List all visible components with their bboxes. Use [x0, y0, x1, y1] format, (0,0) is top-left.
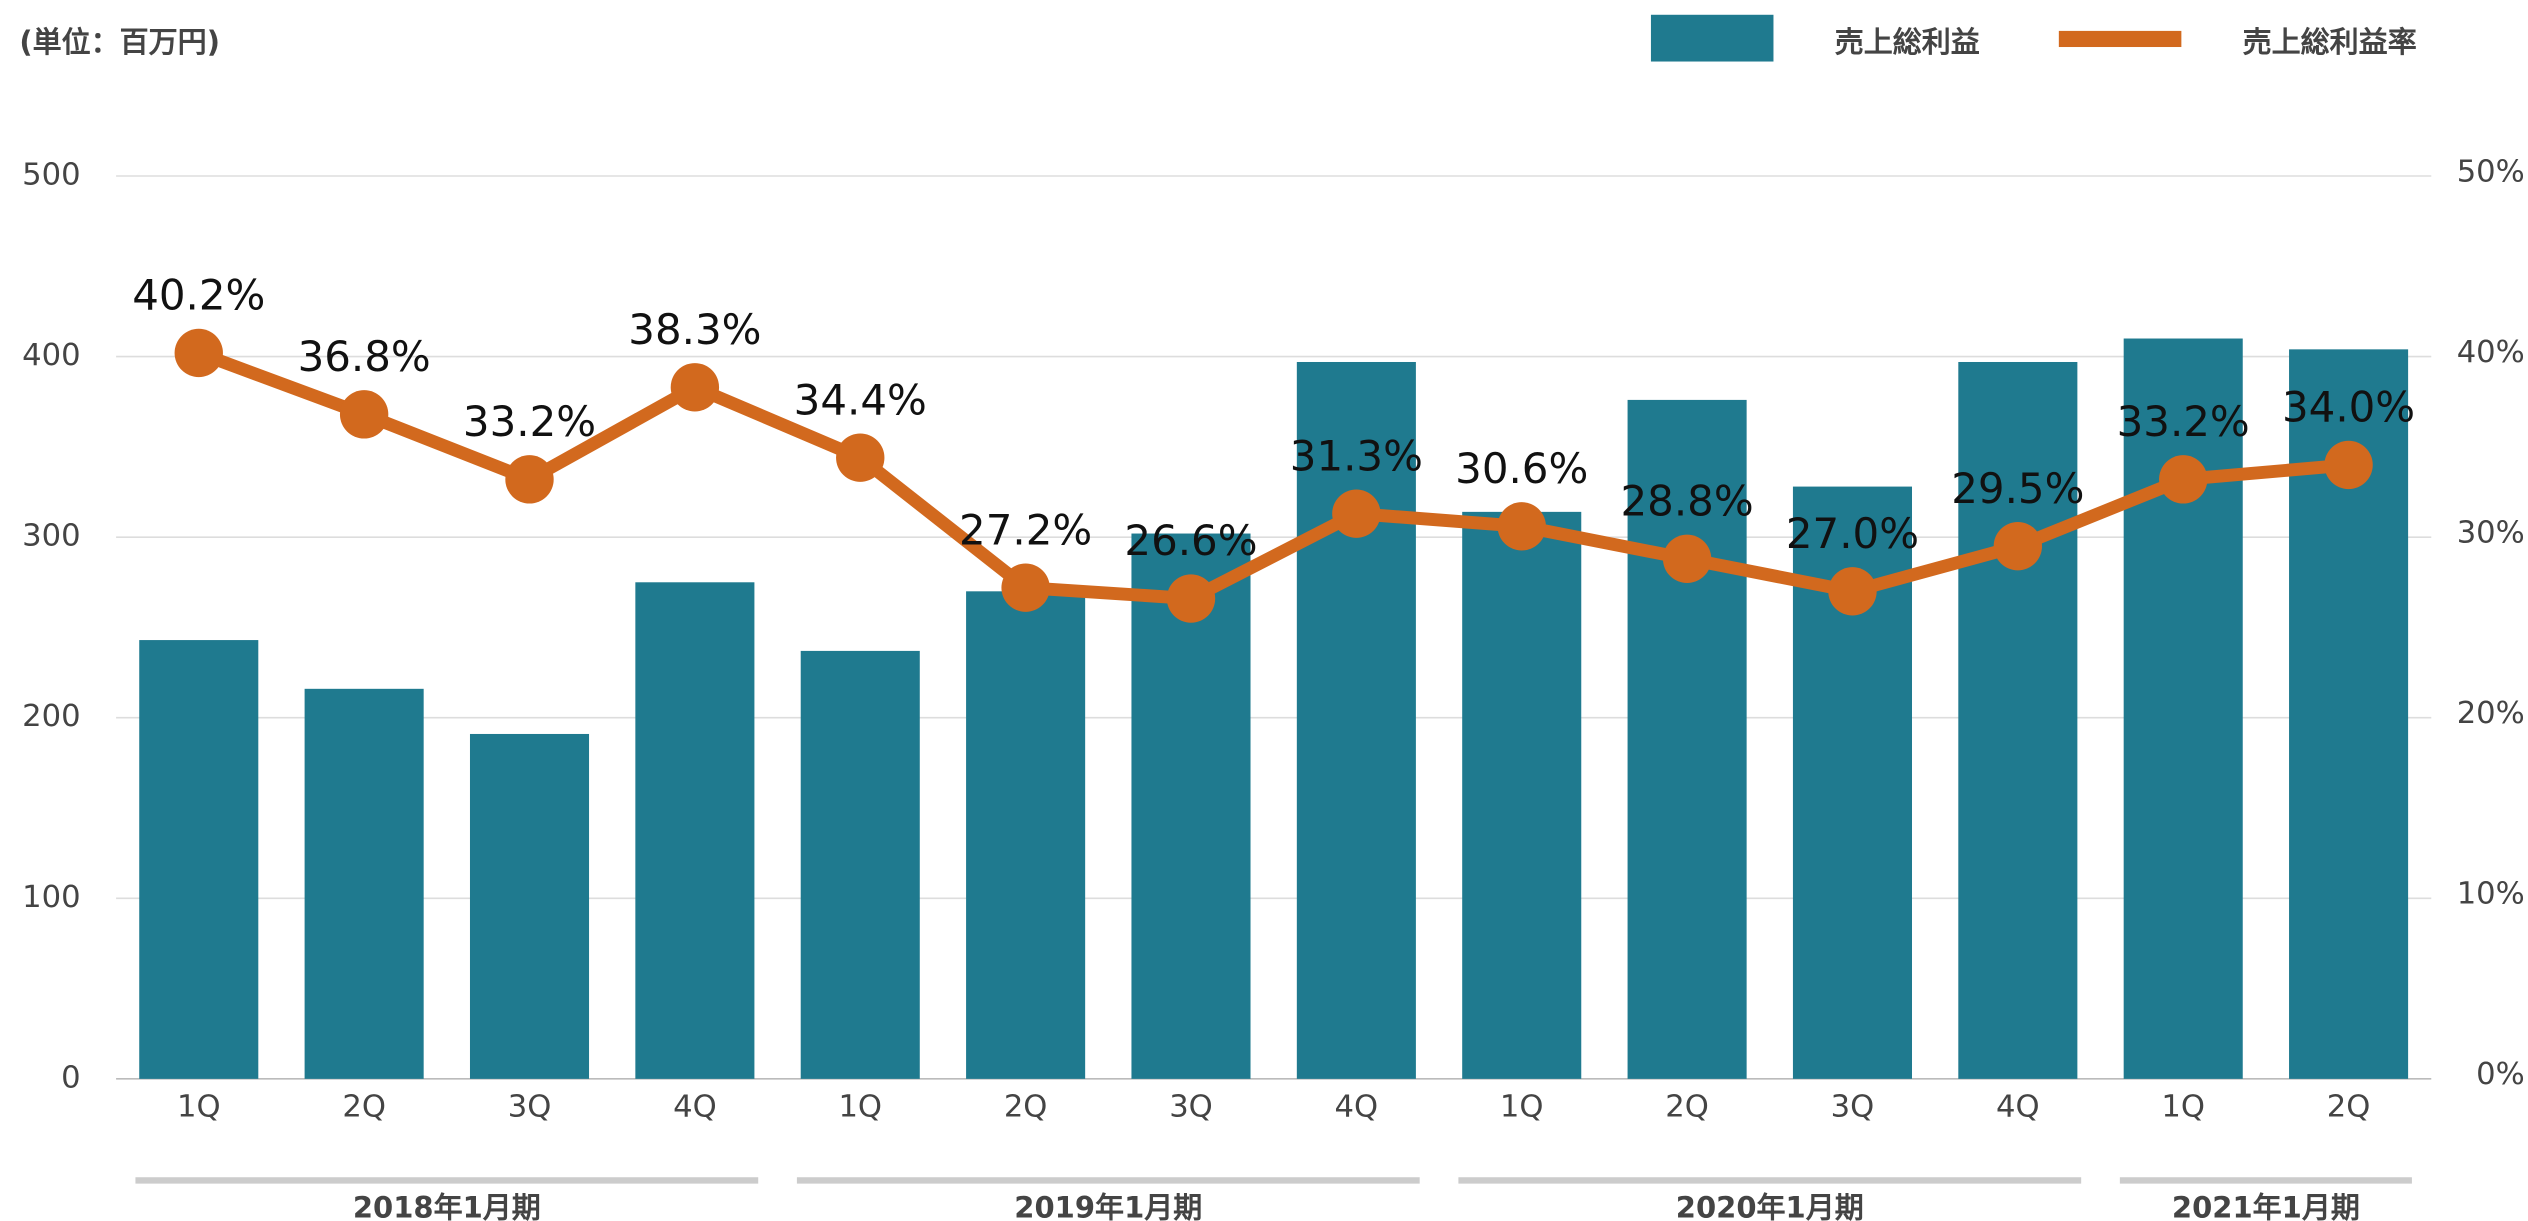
- marker: [836, 433, 885, 482]
- bar: [635, 582, 755, 1079]
- y2-tick-label: 20%: [2457, 696, 2525, 731]
- marker: [2324, 440, 2373, 490]
- bar: [1462, 511, 1582, 1079]
- x-tick-label: 2Q: [1665, 1089, 1709, 1124]
- y2-tick-label: 50%: [2457, 154, 2525, 189]
- bar: [966, 591, 1086, 1079]
- marker: [1993, 521, 2043, 571]
- x-tick-label: 4Q: [1335, 1089, 1379, 1124]
- y2-tick-label: 0%: [2476, 1057, 2525, 1092]
- bar: [1627, 399, 1747, 1079]
- group-label: 2021年1月期: [2172, 1190, 2360, 1221]
- y2-tick-label: 40%: [2457, 335, 2525, 370]
- x-tick-label: 3Q: [508, 1089, 552, 1124]
- y-tick-label: 500: [22, 158, 80, 193]
- x-tick-label: 1Q: [177, 1089, 221, 1124]
- y-tick-label: 300: [22, 519, 80, 554]
- bar: [304, 688, 424, 1079]
- x-tick-label: 3Q: [1169, 1089, 1213, 1124]
- bar: [1296, 361, 1416, 1079]
- bar: [1958, 361, 2078, 1079]
- data-label: 34.4%: [794, 375, 927, 424]
- group-label: 2020年1月期: [1676, 1190, 1864, 1221]
- data-label: 26.6%: [1124, 516, 1257, 565]
- x-tick-label: 1Q: [2161, 1089, 2205, 1124]
- marker: [2159, 455, 2208, 504]
- x-tick-label: 2Q: [342, 1089, 386, 1124]
- bar: [1131, 533, 1251, 1079]
- x-tick-label: 1Q: [1500, 1089, 1544, 1124]
- data-label: 28.8%: [1621, 476, 1754, 525]
- x-tick-label: 4Q: [673, 1089, 717, 1124]
- legend-label: 売上総利益: [1835, 25, 1980, 59]
- marker: [339, 390, 389, 439]
- marker: [1828, 567, 1877, 616]
- y-tick-label: 400: [22, 338, 80, 373]
- data-label: 27.2%: [959, 505, 1092, 554]
- marker: [174, 328, 223, 378]
- marker: [1332, 489, 1381, 538]
- x-tick-label: 4Q: [1996, 1089, 2040, 1124]
- marker: [1166, 574, 1216, 623]
- y-tick-label: 0: [61, 1060, 81, 1095]
- data-label: 38.3%: [628, 305, 761, 354]
- x-tick-label: 2Q: [2327, 1089, 2371, 1124]
- group-label: 2019年1月期: [1014, 1190, 1202, 1221]
- x-tick-label: 2Q: [1004, 1089, 1048, 1124]
- legend-swatch: [1650, 14, 1774, 62]
- x-tick-label: 1Q: [838, 1089, 882, 1124]
- legend-swatch: [2058, 30, 2182, 48]
- data-label: 34.0%: [2282, 383, 2415, 432]
- bar: [800, 650, 920, 1079]
- y-tick-label: 200: [22, 699, 80, 734]
- data-label: 33.2%: [2117, 397, 2250, 446]
- data-label: 36.8%: [298, 332, 431, 381]
- marker: [505, 455, 554, 504]
- marker: [1497, 502, 1546, 551]
- data-label: 33.2%: [463, 397, 596, 446]
- line: [196, 346, 2350, 605]
- data-label: 27.0%: [1786, 509, 1919, 558]
- group-label: 2018年1月期: [353, 1190, 541, 1221]
- bar: [2123, 338, 2243, 1079]
- marker: [1001, 563, 1050, 612]
- data-label: 29.5%: [1951, 464, 2084, 513]
- y2-tick-label: 30%: [2457, 515, 2525, 550]
- unit-label: (単位：百万円): [19, 25, 220, 59]
- bar: [139, 640, 259, 1079]
- data-label: 40.2%: [132, 271, 265, 320]
- marker: [1662, 534, 1712, 583]
- data-label: 31.3%: [1290, 431, 1423, 480]
- y-tick-label: 100: [22, 880, 80, 915]
- bar: [469, 733, 590, 1079]
- legend-label: 売上総利益率: [2243, 25, 2417, 59]
- marker: [670, 363, 720, 412]
- y2-tick-label: 10%: [2457, 877, 2525, 912]
- data-label: 30.6%: [1455, 444, 1588, 493]
- x-tick-label: 3Q: [1831, 1089, 1875, 1124]
